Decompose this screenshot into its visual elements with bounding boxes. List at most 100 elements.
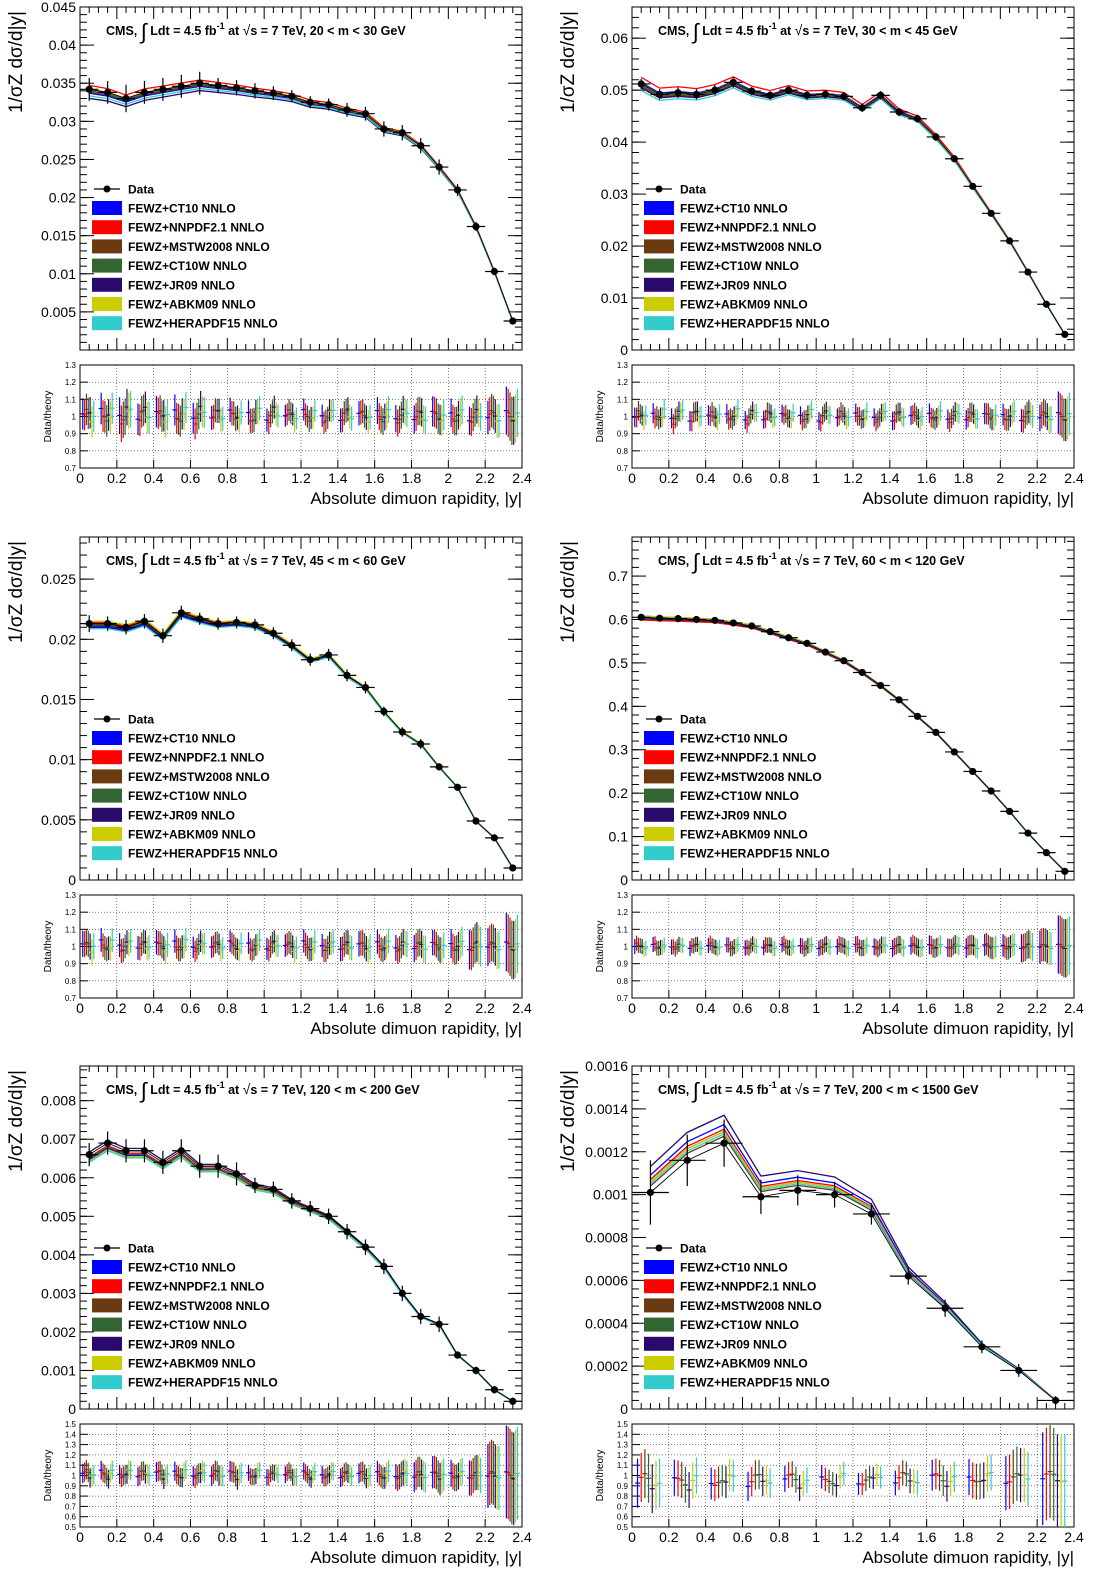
data-point (361, 683, 370, 692)
x-tick-label: 2 (444, 470, 452, 486)
x-tick-label: 1 (812, 1000, 820, 1016)
data-point (288, 1197, 296, 1205)
data-point (766, 628, 774, 636)
legend-swatch-2 (92, 220, 122, 235)
x-tick-label: 1.2 (843, 1000, 863, 1016)
y-axis-label: 1/σZ dσ/d|y| (6, 541, 27, 643)
legend-data-marker (655, 715, 663, 723)
data-point (1005, 807, 1014, 816)
legend-swatch-1 (644, 1260, 674, 1274)
x-axis-label: Absolute dimuon rapidity, |y| (862, 1019, 1074, 1038)
x-tick-label: 0.8 (218, 1000, 238, 1016)
title-integral: ∫ (139, 549, 149, 574)
data-point (692, 90, 701, 98)
legend-label-4: FEWZ+CT10W NNLO (128, 259, 247, 273)
ratio-y-tick-label: 1.5 (65, 1420, 77, 1429)
data-point (692, 615, 701, 624)
data-point (509, 864, 517, 872)
y-tick-label: 0.015 (41, 691, 76, 707)
x-tick-label: 1.4 (880, 1000, 900, 1016)
ratio-y-tick-label: 0.5 (65, 1523, 77, 1532)
x-tick-label: 0.8 (770, 1000, 790, 1016)
y-tick-label: 0 (620, 1401, 628, 1417)
ratio-y-tick-label: 1.4 (65, 1430, 77, 1439)
legend-swatch-5 (92, 1336, 122, 1351)
data-point (177, 609, 185, 617)
y-tick-label: 0 (620, 342, 628, 358)
y-tick-label: 0.02 (49, 631, 76, 647)
data-point (453, 783, 462, 791)
data-point (794, 1186, 802, 1194)
data-point (867, 1210, 876, 1218)
data-point (766, 91, 774, 99)
ratio-y-tick-label: 0.8 (617, 1492, 629, 1501)
data-point (1042, 849, 1050, 857)
legend-data-label: Data (128, 713, 154, 727)
x-axis-label: Absolute dimuon rapidity, |y| (310, 1548, 522, 1567)
title-prefix: CMS, (106, 554, 141, 568)
data-point (1051, 1396, 1060, 1405)
x-tick-label: 0 (76, 470, 84, 486)
data-point (306, 1204, 314, 1213)
legend-label-5: FEWZ+JR09 NNLO (128, 808, 235, 822)
data-point (140, 617, 149, 625)
ratio-y-tick-label: 0.7 (65, 994, 77, 1003)
x-tick-label: 0.2 (107, 1000, 127, 1016)
title-sqrt-sign: √ (243, 552, 251, 568)
data-point (877, 91, 885, 99)
ratio-y-tick-label: 0.8 (617, 977, 629, 986)
y-tick-label: 0.04 (49, 37, 76, 53)
x-tick-label: 0.2 (659, 1000, 679, 1016)
legend-label-1: FEWZ+CT10 NNLO (680, 1261, 788, 1275)
x-tick-label: 2.2 (1027, 470, 1047, 486)
x-tick-label: 2.4 (1064, 1000, 1084, 1016)
data-point (987, 209, 995, 217)
x-tick-label: 0.6 (181, 1000, 201, 1016)
ratio-y-tick-label: 0.7 (65, 1502, 77, 1511)
legend-swatch-4 (92, 1317, 122, 1332)
data-point (361, 1243, 370, 1251)
data-point (1061, 867, 1069, 875)
legend-label-5: FEWZ+JR09 NNLO (128, 1337, 235, 1351)
data-point (637, 80, 645, 88)
x-tick-label: 2 (996, 1529, 1004, 1545)
legend-data-label: Data (128, 183, 154, 197)
data-point (269, 89, 277, 97)
ratio-y-tick-label: 0.8 (617, 447, 629, 456)
title-integral: ∫ (139, 19, 149, 44)
legend-label-7: FEWZ+HERAPDF15 NNLO (128, 317, 278, 331)
legend-label-6: FEWZ+ABKM09 NNLO (680, 298, 808, 312)
data-point (858, 104, 866, 112)
y-axis-label: 1/σZ dσ/d|y| (558, 1070, 579, 1172)
ratio-y-tick-label: 1 (72, 943, 77, 952)
legend-label-4: FEWZ+CT10W NNLO (680, 1318, 799, 1332)
legend-swatch-3 (644, 1298, 674, 1313)
x-tick-label: 1.8 (954, 470, 974, 486)
legend-swatch-2 (92, 1279, 122, 1294)
x-tick-label: 0.2 (107, 1529, 127, 1545)
x-tick-label: 0.6 (733, 1000, 753, 1016)
legend-label-3: FEWZ+MSTW2008 NNLO (680, 770, 822, 784)
title-sqrt: s = 7 TeV, 200 < m < 1500 GeV (802, 1083, 979, 1097)
y-tick-label: 0.2 (609, 785, 629, 801)
x-tick-label: 2.4 (1064, 470, 1084, 486)
ratio-y-tick-label: 1.1 (617, 1461, 629, 1470)
data-point (122, 623, 130, 631)
title-sup: -1 (217, 21, 225, 31)
title-at: at (777, 554, 795, 568)
ratio-y-tick-label: 1 (624, 413, 629, 422)
x-tick-label: 1.6 (917, 1529, 937, 1545)
ratio-y-tick-label: 1.3 (617, 891, 629, 900)
data-point (232, 618, 241, 627)
data-point (821, 648, 829, 656)
y-tick-label: 0.02 (601, 238, 628, 254)
legend-swatch-2 (644, 1279, 674, 1294)
legend-label-2: FEWZ+NNPDF2.1 NNLO (128, 1280, 264, 1294)
ratio-y-tick-label: 1.2 (617, 378, 629, 387)
legend-data-marker (655, 1244, 663, 1252)
x-tick-label: 2 (996, 1000, 1004, 1016)
ratio-y-tick-label: 0.9 (65, 1482, 77, 1491)
data-point (251, 1181, 259, 1190)
legend-swatch-6 (644, 297, 674, 311)
data-point (343, 671, 351, 680)
